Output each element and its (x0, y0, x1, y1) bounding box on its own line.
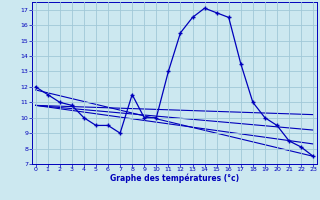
X-axis label: Graphe des températures (°c): Graphe des températures (°c) (110, 174, 239, 183)
